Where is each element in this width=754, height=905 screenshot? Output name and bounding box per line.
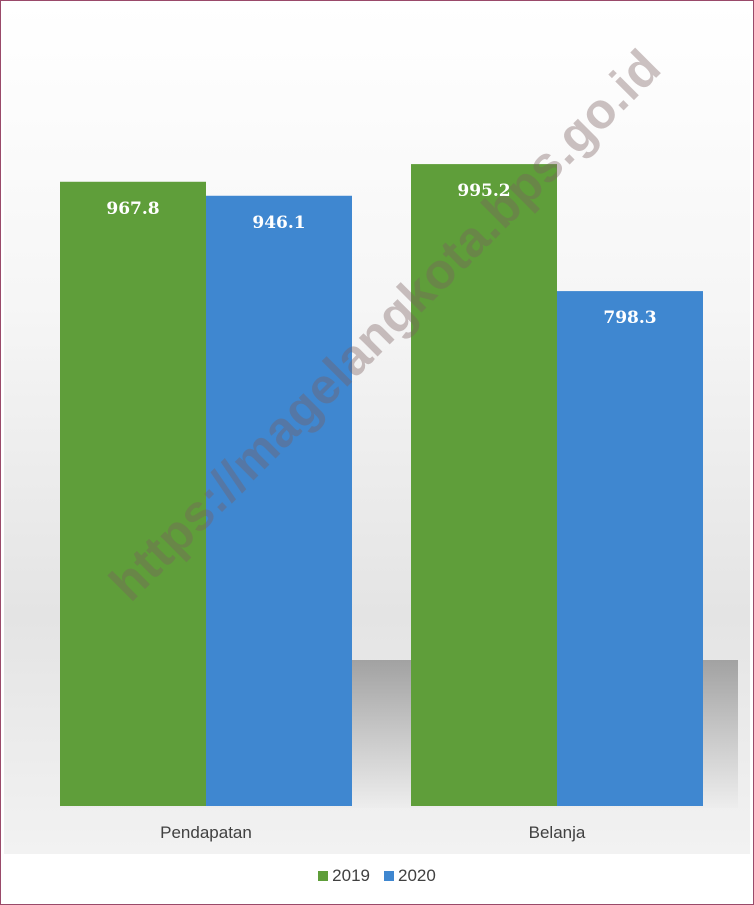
bar-pendapatan-2019 [60,181,206,807]
legend-label-2020: 2020 [398,866,436,885]
x-tick-label-pendapatan: Pendapatan [160,823,252,842]
legend-swatch-2019 [318,871,329,881]
data-label-pendapatan-2020: 946.1 [252,213,305,233]
bar-belanja-2020 [557,291,703,806]
chart-legend: 2019 2020 [0,866,754,886]
legend-swatch-2020 [384,871,394,881]
data-label-belanja-2019: 995.2 [457,181,510,201]
legend-item-2019: 2019 [318,866,370,886]
x-tick-label-belanja: Belanja [529,823,586,842]
data-label-belanja-2020: 798.3 [603,308,656,328]
bar-pendapatan-2020 [206,195,352,806]
legend-item-2020: 2020 [384,866,436,886]
bar-belanja-2019 [411,164,557,806]
data-label-pendapatan-2019: 967.8 [106,199,159,219]
legend-label-2019: 2019 [332,866,370,885]
